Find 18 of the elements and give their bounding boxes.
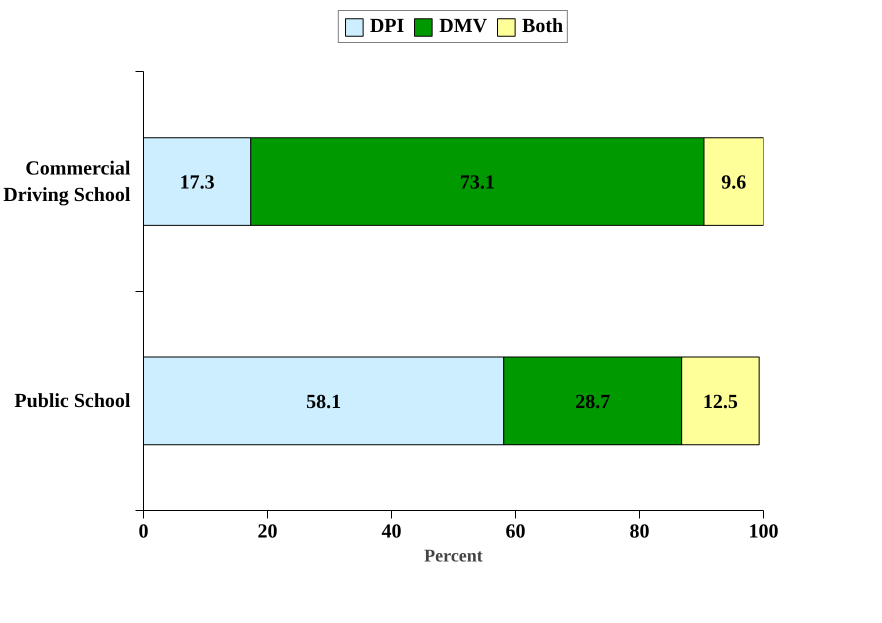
y-tick-label: Public School: [14, 390, 131, 412]
x-tick-label: 60: [506, 520, 526, 542]
data-label: 12.5: [702, 390, 738, 413]
x-tick-label: 20: [258, 520, 278, 542]
data-label: 58.1: [306, 390, 342, 413]
x-tick-label: 0: [138, 520, 148, 542]
x-tick-label: 40: [382, 520, 402, 542]
data-label: 73.1: [460, 172, 495, 194]
y-tick-label: Commercial Driving School: [3, 157, 131, 206]
x-tick-label: 100: [748, 520, 778, 542]
x-tick-label: 80: [630, 520, 650, 542]
legend-label: DPI: [370, 15, 404, 38]
data-label: 28.7: [575, 390, 610, 413]
legend-label: DMV: [439, 15, 488, 38]
legend-label: Both: [522, 15, 564, 38]
x-axis-title: Percent: [424, 546, 483, 566]
data-label: 17.3: [180, 172, 215, 194]
data-label: 9.6: [721, 172, 746, 194]
